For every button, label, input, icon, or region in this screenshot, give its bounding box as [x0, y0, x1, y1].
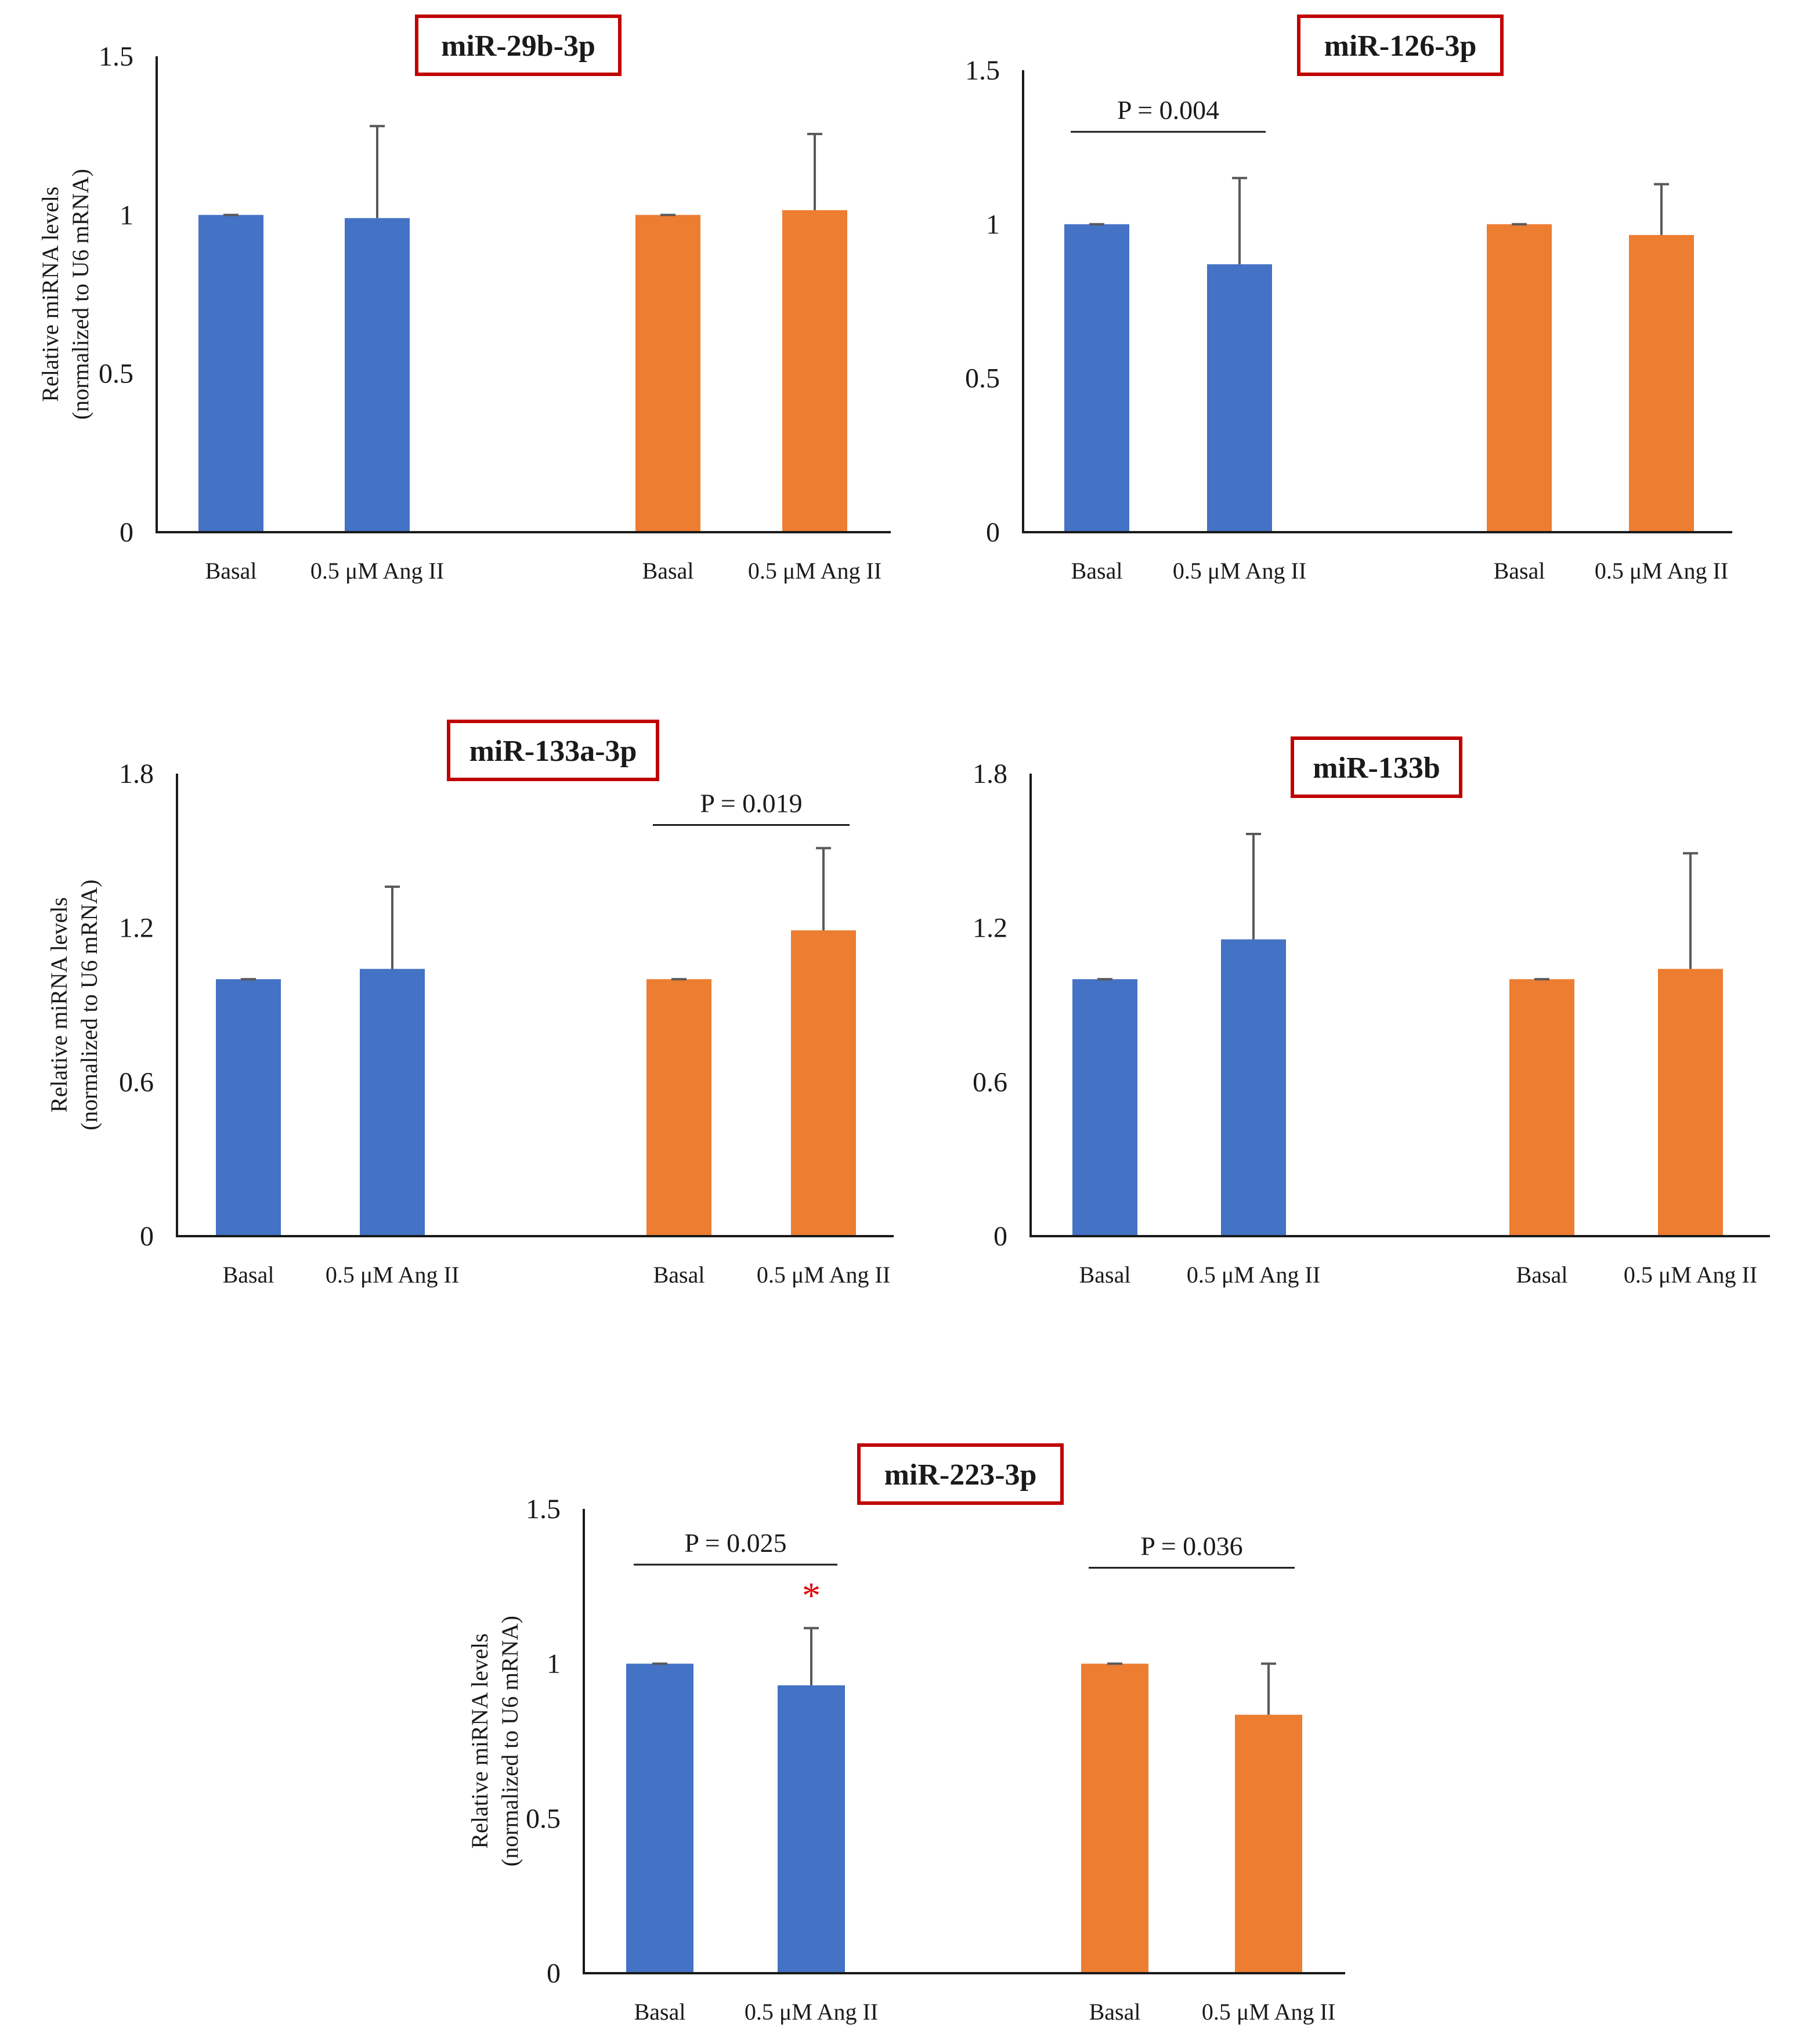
category-label: Basal [1079, 1262, 1131, 1288]
y-axis-title-line: Relative miRNA levels [46, 897, 72, 1113]
y-axis-title: Relative miRNA levels (normalized to U6 m… [467, 1616, 523, 1866]
y-tick-label: 1.8 [973, 759, 1007, 789]
category-label: Basal [1516, 1262, 1568, 1288]
bar [1487, 224, 1552, 532]
bar [216, 979, 281, 1236]
bar [778, 1685, 845, 1973]
y-tick-label: 0.5 [965, 363, 1000, 394]
bar [626, 1663, 693, 1973]
y-axis-title: Relative miRNA levels (normalized to U6 m… [37, 169, 93, 420]
y-axis-title-line: (normalized to U6 mRNA) [76, 879, 102, 1130]
chart-title: miR-223-3p [884, 1458, 1037, 1492]
bar [1081, 1663, 1148, 1973]
category-label: 0.5 μM Ang II [745, 1999, 878, 2025]
y-tick-label: 1.8 [119, 759, 154, 789]
category-label: 0.5 μM Ang II [310, 558, 444, 584]
chart-panel-3: miR-133a-3p Basal 0.5 μM Ang II Basal 0.5 μM… [46, 720, 894, 1288]
chart-title-box [1297, 15, 1504, 76]
y-tick-label: 0.6 [973, 1067, 1007, 1097]
bar [1658, 969, 1723, 1236]
y-tick-label: 0 [993, 1221, 1007, 1252]
category-label: 0.5 μM Ang II [326, 1262, 459, 1288]
y-tick-label: 0.5 [99, 359, 133, 389]
y-tick-label: 1 [986, 209, 1000, 240]
chart-title: miR-29b-3p [441, 30, 595, 63]
category-label: 0.5 μM Ang II [1187, 1262, 1320, 1288]
bar [1207, 264, 1272, 532]
bar [1509, 979, 1574, 1236]
category-label: 0.5 μM Ang II [1202, 1999, 1335, 2025]
bar [635, 215, 700, 532]
y-tick-label: 1.5 [99, 41, 133, 72]
bar [345, 218, 410, 532]
category-label: Basal [634, 1999, 686, 2025]
y-tick-label: 1.5 [965, 55, 1000, 86]
chart-panel-4: miR-133b Basal 0.5 μM Ang II Basal 0.5 μM An… [973, 736, 1770, 1288]
bar [646, 979, 711, 1236]
bar [360, 969, 425, 1236]
category-label: Basal [653, 1262, 705, 1288]
category-label: Basal [223, 1262, 274, 1288]
significance-star: * [802, 1575, 821, 1616]
chart-title-box [1291, 736, 1462, 798]
y-axis-title-line: Relative miRNA levels [467, 1633, 493, 1848]
chart-title: miR-126-3p [1324, 30, 1477, 63]
category-label: Basal [1089, 1999, 1141, 2025]
chart-title: miR-133b [1313, 752, 1440, 785]
y-tick-label: 1 [120, 200, 133, 230]
bar [782, 210, 847, 533]
category-label: 0.5 μM Ang II [1595, 558, 1728, 584]
category-label: 0.5 μM Ang II [1624, 1262, 1757, 1288]
y-tick-label: 1 [547, 1649, 561, 1680]
bar [1072, 979, 1137, 1236]
p-value-label: P = 0.004 [1117, 95, 1219, 125]
y-tick-label: 0 [547, 1958, 561, 1989]
y-tick-label: 0 [140, 1221, 154, 1252]
bar [791, 930, 856, 1236]
chart-title-box [447, 720, 659, 781]
chart-title-box [415, 15, 622, 76]
y-axis-title: Relative miRNA levels (normalized to U6 m… [46, 879, 102, 1130]
category-label: 0.5 μM Ang II [757, 1262, 890, 1288]
category-label: 0.5 μM Ang II [1173, 558, 1306, 584]
category-label: Basal [205, 558, 257, 584]
y-tick-label: 1.2 [973, 913, 1007, 944]
category-label: Basal [642, 558, 694, 584]
y-tick-label: 1.2 [119, 913, 154, 944]
y-axis-title-line: Relative miRNA levels [37, 186, 63, 402]
y-tick-label: 0 [986, 517, 1000, 548]
p-value-label: P = 0.036 [1140, 1531, 1242, 1561]
bar [1221, 939, 1286, 1236]
bar [1629, 234, 1694, 532]
chart-panel-1: miR-29b-3p Basal 0.5 μM Ang II Basal 0.5 μM … [37, 15, 891, 584]
category-label: Basal [1071, 558, 1123, 584]
chart-panel-5: miR-223-3p Basal 0.5 μM Ang II Basal 0.5 μM … [467, 1443, 1345, 2025]
p-value-label: P = 0.019 [700, 789, 802, 818]
category-label: 0.5 μM Ang II [748, 558, 881, 584]
y-axis-title-line: (normalized to U6 mRNA) [67, 169, 93, 420]
y-tick-label: 0.6 [119, 1067, 154, 1097]
y-axis-title-line: (normalized to U6 mRNA) [497, 1616, 523, 1866]
bar [1064, 224, 1129, 532]
chart-title: miR-133a-3p [469, 735, 637, 768]
chart-panel-2: miR-126-3p Basal 0.5 μM Ang II Basal 0.5 μM … [965, 15, 1732, 584]
category-label: Basal [1494, 558, 1545, 584]
y-tick-label: 1.5 [526, 1494, 561, 1525]
y-tick-label: 0.5 [526, 1803, 561, 1834]
bar [198, 215, 263, 532]
chart-title-box [857, 1443, 1064, 1505]
p-value-label: P = 0.025 [684, 1528, 786, 1558]
y-tick-label: 0 [120, 517, 133, 548]
bar [1235, 1714, 1302, 1973]
